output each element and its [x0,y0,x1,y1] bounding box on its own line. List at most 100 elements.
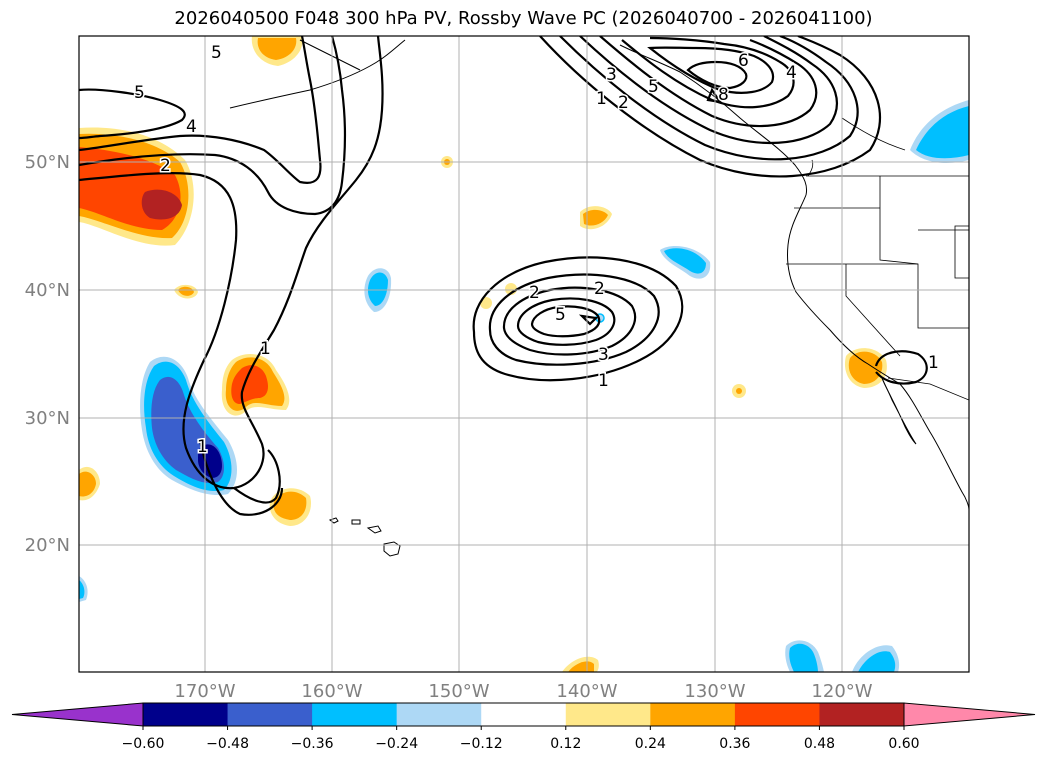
colorbar: −0.60 −0.48 −0.36 −0.24 −0.12 0.12 0.24 0.36 0.4… [11,702,1036,752]
lon-label: 170°W [174,681,235,702]
shade-ne-blue [916,106,969,159]
lon-labels: 170°W 160°W 150°W 140°W 130°W 120°W [174,681,872,702]
contour-label: 2 [618,93,629,113]
contour-label: 2 [594,279,605,299]
shade-dot-e2 [736,388,742,394]
pv-shading [79,36,969,672]
coastlines [229,39,969,557]
colorbar-tick-label: −0.24 [375,736,418,752]
contour-label: 3 [598,345,609,365]
contour-ne-2 [559,36,859,161]
colorbar-extend-max [903,702,1036,727]
contour-label: 1 [598,371,609,391]
lon-label: 120°W [811,681,872,702]
contour-1c [198,439,284,516]
coast-baja [881,377,917,445]
colorbar-tick-label: 0.36 [719,736,750,752]
colorbar-tick-label: 0.24 [635,736,666,752]
graticule [79,36,969,672]
contour-center-1 [472,256,684,382]
map-frame [78,35,970,673]
colorbar-segment [396,703,482,726]
border-box-east [954,225,969,279]
contour-label: 1 [928,353,939,373]
colorbar-tick-label: 0.48 [804,736,835,752]
shade-w-blue [79,580,85,599]
contour-4 [79,36,322,184]
shade-w-orange [79,471,96,497]
lon-label: 130°W [684,681,745,702]
contour-1 [79,36,384,490]
colorbar-extend-min [11,702,144,727]
colorbar-segment [227,703,313,726]
contour-center-4 [516,297,616,346]
coast-us-west [787,194,969,511]
contour-ne-5 [621,36,795,109]
colorbar-segment [565,703,651,726]
coast-aleutians [229,39,406,109]
border-id [879,176,969,329]
shade-br2-cyan [858,651,896,672]
contour-label: 1 [596,89,607,109]
contour-label: 8 [718,85,729,105]
colorbar-outline [142,702,905,727]
coast-hawaii [328,517,401,557]
border-alaska [841,117,906,151]
shade-c-blue [367,272,388,306]
contour-label: 6 [738,51,749,71]
colorbar-tick-label: 0.12 [550,736,581,752]
colorbar-tick-label: −0.12 [460,736,503,752]
lat-label: 20°N [25,535,70,556]
colorbar-segment [143,703,229,726]
contour-ne-1 [539,36,882,178]
contour-label: 5 [648,77,659,97]
contour-label: 5 [134,83,145,103]
colorbar-segment [819,703,905,726]
lon-label: 150°W [428,681,489,702]
colorbar-segment [481,703,567,726]
lat-label: 40°N [25,280,70,301]
contour-label-group: 5 5 4 2 1 1 2 2 4 5 3 1 3 5 1 2 6 4 8 1 [133,42,941,459]
shade-mid-red [231,365,268,404]
shade-e-blue [664,248,706,274]
contour-label: 3 [606,65,617,85]
contour-label: 4 [786,63,797,83]
contour-2 [79,36,347,216]
map-title: 2026040500 F048 300 hPa PV, Rossby Wave … [174,8,873,29]
contour-label: 5 [211,43,222,63]
contour-label: 4 [186,117,197,137]
border-nv-ca [845,264,901,357]
contour-ne-8 [706,87,723,104]
shade-nw-darkred [141,189,182,220]
colorbar-tick-label: −0.48 [206,736,249,752]
colorbar-segment [650,703,736,726]
lon-label: 140°W [556,681,617,702]
lat-label: 30°N [25,408,70,429]
contour-ne-6 [647,46,775,94]
colorbar-segment [312,703,398,726]
colorbar-tick-label: −0.60 [122,736,165,752]
contour-center-2 [488,273,660,366]
shade-br1-cyan [789,643,818,672]
contour-center-6 [578,314,599,326]
contour-label: 2 [160,156,171,176]
contour-ne-3 [579,36,838,145]
contour-1b [233,449,281,504]
contour-center-5 [530,305,601,338]
coast-alaska-bc [619,44,808,196]
contour-label: 5 [555,305,566,325]
shade-s-orange [273,491,307,520]
colorbar-segment [734,703,820,726]
shade-ca-orange [848,351,883,384]
shade-dot-b2 [178,286,194,296]
contour-ne-4 [599,36,818,128]
borders [786,117,969,401]
contour-ne-7 [686,60,748,90]
border-us-mexico [887,377,969,401]
lat-labels: 50°N 40°N 30°N 20°N [25,152,70,556]
shade-140w-orange [583,209,608,226]
colorbar-tick-label: 0.60 [888,736,919,752]
contour-label: 2 [529,283,540,303]
contour-label: 1 [197,437,208,457]
